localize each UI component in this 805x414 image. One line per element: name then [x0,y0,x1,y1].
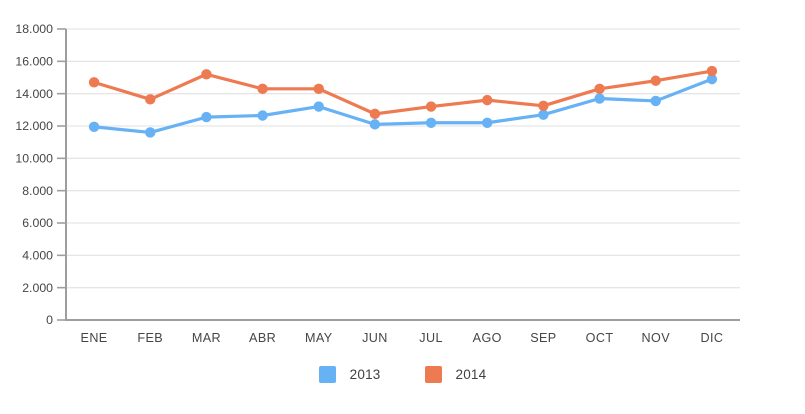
data-point-2014-abr[interactable] [257,83,268,95]
data-point-2013-dic[interactable] [706,73,718,85]
chart-legend: 2013 2014 [0,366,805,383]
data-point-2013-jun[interactable] [369,119,381,130]
chart-canvas: 0 2.000 4.000 6.000 8.000 10.000 12.000 14.000 1… [15,22,740,345]
legend-label: 2013 [349,367,381,382]
data-point-2013-ago[interactable] [482,117,493,128]
data-point-2014-ene[interactable] [88,77,100,88]
y-axis-label: 16.000 [15,55,53,69]
series-line-2014 [92,69,714,116]
y-axis-label: 4.000 [22,249,53,263]
data-point-2013-nov[interactable] [650,95,661,107]
x-axis-label-may: MAY [305,331,333,345]
data-point-2014-jun[interactable] [369,108,381,120]
legend-label: 2014 [455,367,487,382]
y-axis-label: 12.000 [15,119,53,133]
y-axis-label: 0 [46,313,53,327]
data-point-2013-sep[interactable] [538,109,549,120]
data-point-2013-mar[interactable] [201,111,212,123]
data-point-2014-mar[interactable] [201,69,212,80]
x-axis-label-sep: SEP [530,331,556,345]
x-axis-label-nov: NOV [642,331,671,345]
data-point-2014-feb[interactable] [145,94,156,105]
legend-item-2013[interactable]: 2013 [318,366,381,383]
data-point-2014-sep[interactable] [538,100,549,111]
x-axis-label-dic: DIC [700,331,723,345]
data-point-2014-may[interactable] [313,83,324,95]
y-axis-label: 18.000 [15,22,53,36]
legend-item-2014[interactable]: 2014 [424,366,487,383]
x-axis-label-ene: ENE [81,331,108,345]
x-axis-label-jul: JUL [419,331,443,345]
data-point-2013-may[interactable] [313,101,324,112]
y-axis-label: 8.000 [22,184,53,198]
data-point-2013-jul[interactable] [425,117,437,128]
y-axis-label: 10.000 [15,152,53,166]
series-line-2013 [92,77,714,135]
data-point-2013-oct[interactable] [594,93,605,104]
y-axis-label: 6.000 [22,216,53,230]
data-point-2013-abr[interactable] [257,110,268,121]
data-point-2014-dic[interactable] [706,65,718,77]
y-axis-label: 14.000 [15,87,53,101]
y-axis-label: 2.000 [22,281,53,295]
x-axis-label-oct: OCT [586,331,614,345]
data-point-2014-oct[interactable] [594,83,605,95]
x-axis-label-mar: MAR [192,331,221,345]
legend-swatch-2013 [318,366,336,383]
data-point-2014-nov[interactable] [650,75,661,86]
data-point-2014-ago[interactable] [482,94,493,106]
x-axis-label-jun: JUN [362,331,388,345]
data-point-2013-ene[interactable] [88,121,100,133]
x-axis-label-abr: ABR [249,331,276,345]
data-point-2014-jul[interactable] [425,101,437,112]
x-axis-label-ago: AGO [473,331,502,345]
legend-swatch-2014 [424,366,442,383]
data-point-2013-feb[interactable] [145,127,156,138]
x-axis-label-feb: FEB [137,331,163,345]
